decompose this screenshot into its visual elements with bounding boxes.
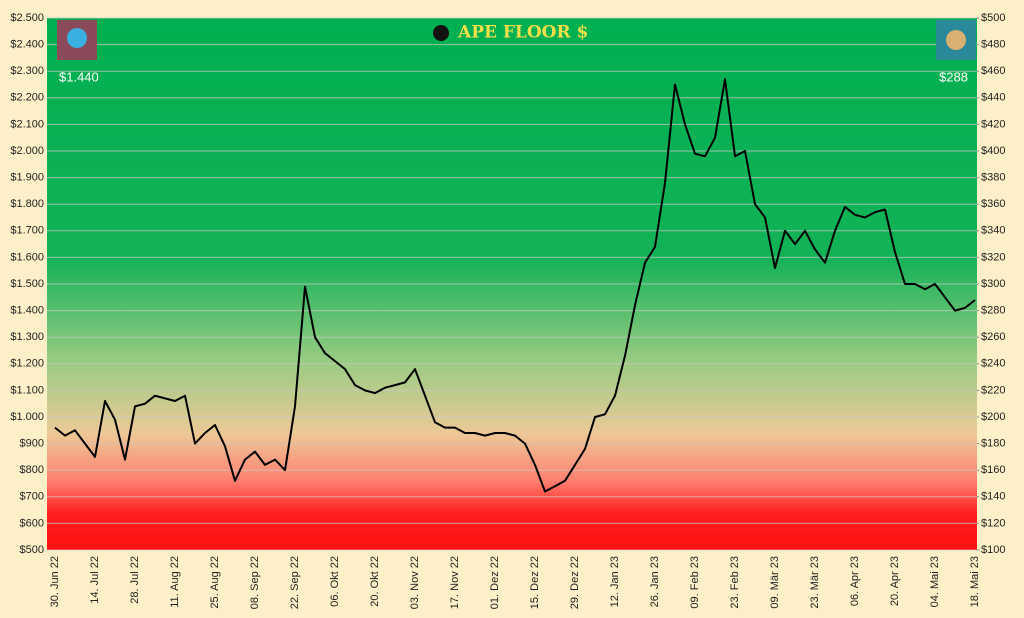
chart-title: APE FLOOR $ [457, 23, 588, 43]
annotation: $288 [939, 69, 968, 84]
x-tick-label: 08. Sep 22 [249, 556, 261, 609]
x-tick-label: 12. Jan 23 [609, 556, 621, 607]
x-tick-label: 14. Jul 22 [89, 556, 101, 604]
y2-tick-label: $200 [981, 411, 1005, 423]
gorilla-icon [433, 25, 449, 41]
avatar-left-face [67, 28, 87, 48]
y-tick-label: $1.000 [10, 411, 44, 423]
x-tick-label: 23. Mär 23 [809, 556, 821, 609]
y-tick-label: $900 [20, 438, 44, 450]
x-tick-label: 03. Nov 22 [409, 556, 421, 609]
x-tick-label: 04. Mai 23 [929, 556, 941, 607]
y-tick-label: $1.300 [10, 331, 44, 343]
y2-tick-label: $220 [981, 384, 1005, 396]
y-tick-label: $600 [20, 517, 44, 529]
y2-tick-label: $500 [981, 12, 1005, 24]
y-tick-label: $1.700 [10, 225, 44, 237]
y2-tick-label: $140 [981, 491, 1005, 503]
y-tick-label: $1.200 [10, 358, 44, 370]
x-tick-label: 15. Dez 22 [529, 556, 541, 609]
y2-tick-label: $260 [981, 331, 1005, 343]
y-tick-label: $500 [20, 544, 44, 556]
x-tick-label: 17. Nov 22 [449, 556, 461, 609]
y-tick-label: $1.100 [10, 384, 44, 396]
y2-tick-label: $440 [981, 92, 1005, 104]
y2-tick-label: $340 [981, 225, 1005, 237]
y-tick-label: $1.500 [10, 278, 44, 290]
x-tick-label: 01. Dez 22 [489, 556, 501, 609]
y-tick-label: $2.400 [10, 39, 44, 51]
y-tick-label: $1.400 [10, 305, 44, 317]
y2-tick-label: $460 [981, 65, 1005, 77]
y2-tick-label: $120 [981, 517, 1005, 529]
x-tick-label: 22. Sep 22 [289, 556, 301, 609]
y2-tick-label: $360 [981, 198, 1005, 210]
y2-tick-label: $300 [981, 278, 1005, 290]
x-tick-label: 30. Jun 22 [49, 556, 61, 607]
y-tick-label: $700 [20, 491, 44, 503]
annotation: $1.440 [59, 69, 99, 84]
grid [47, 17, 977, 551]
y-tick-label: $2.300 [10, 65, 44, 77]
y2-tick-label: $240 [981, 358, 1005, 370]
y-tick-label: $1.600 [10, 251, 44, 263]
x-tick-label: 20. Okt 22 [369, 556, 381, 607]
y2-tick-label: $180 [981, 438, 1005, 450]
x-tick-label: 26. Jan 23 [649, 556, 661, 607]
y-tick-label: $800 [20, 464, 44, 476]
x-tick-label: 29. Dez 22 [569, 556, 581, 609]
y2-tick-label: $400 [981, 145, 1005, 157]
y-tick-label: $2.000 [10, 145, 44, 157]
y2-tick-label: $480 [981, 39, 1005, 51]
x-tick-label: 11. Aug 22 [169, 556, 181, 608]
x-tick-label: 06. Apr 23 [849, 556, 861, 606]
y2-tick-label: $420 [981, 118, 1005, 130]
y-tick-label: $1.800 [10, 198, 44, 210]
y2-tick-label: $320 [981, 251, 1005, 263]
x-tick-label: 09. Feb 23 [689, 556, 701, 609]
y2-tick-label: $380 [981, 172, 1005, 184]
y-tick-label: $1.900 [10, 172, 44, 184]
y-tick-label: $2.500 [10, 12, 44, 24]
x-tick-label: 23. Feb 23 [729, 556, 741, 609]
x-tick-label: 06. Okt 22 [329, 556, 341, 607]
x-tick-label: 25. Aug 22 [209, 556, 221, 609]
x-tick-label: 18. Mai 23 [969, 556, 981, 607]
x-tick-label: 09. Mär 23 [769, 556, 781, 609]
y-tick-label: $2.200 [10, 92, 44, 104]
y2-tick-label: $160 [981, 464, 1005, 476]
y-tick-label: $2.100 [10, 118, 44, 130]
x-tick-label: 20. Apr 23 [889, 556, 901, 606]
price-line [54, 78, 976, 493]
x-tick-label: 28. Jul 22 [129, 556, 141, 604]
y2-tick-label: $100 [981, 544, 1005, 556]
y2-tick-label: $280 [981, 305, 1005, 317]
avatar-right-face [946, 30, 966, 50]
